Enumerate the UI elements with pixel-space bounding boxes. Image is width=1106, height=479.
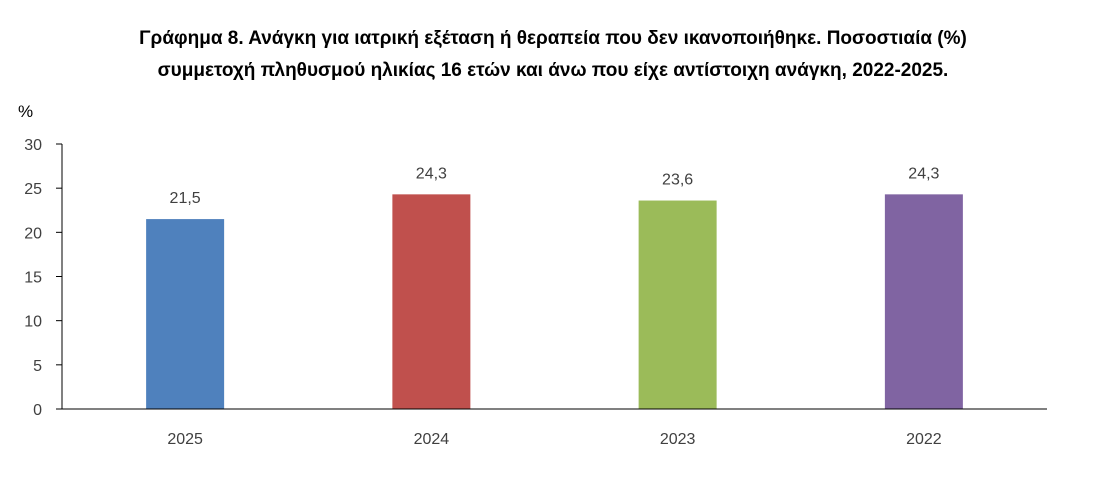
- bar-2025: [146, 219, 225, 409]
- x-tick-label-2025: 2025: [167, 431, 203, 448]
- y-axis: 0 5 10 15 20 25 30: [24, 137, 62, 419]
- bars-group: [146, 194, 963, 409]
- y-tick-label: 5: [33, 358, 42, 375]
- data-labels-group: 21,5 24,3 23,6 24,3: [170, 165, 940, 207]
- data-label-2024: 24,3: [416, 165, 447, 182]
- x-tick-label-2024: 2024: [414, 431, 450, 448]
- y-tick-label: 25: [24, 181, 42, 198]
- y-tick-label: 30: [24, 137, 42, 154]
- y-tick-label: 10: [24, 314, 42, 331]
- y-tick-label: 20: [24, 225, 42, 242]
- chart-title-line-2: συμμετοχή πληθυσμού ηλικίας 16 ετών και …: [158, 60, 949, 81]
- data-label-2022: 24,3: [908, 165, 939, 182]
- x-tick-label-2023: 2023: [660, 431, 696, 448]
- y-tick-label: 0: [33, 402, 42, 419]
- data-label-2023: 23,6: [662, 172, 693, 189]
- x-axis: 2025 2024 2023 2022: [167, 431, 941, 448]
- bar-2024: [392, 194, 471, 409]
- bar-2022: [884, 194, 963, 409]
- y-axis-unit-label: %: [18, 102, 33, 121]
- x-tick-label-2022: 2022: [906, 431, 942, 448]
- y-tick-label: 15: [24, 270, 42, 287]
- data-label-2025: 21,5: [170, 190, 201, 207]
- bar-2023: [638, 200, 717, 409]
- chart-title-line-1: Γράφημα 8. Ανάγκη για ιατρική εξέταση ή …: [139, 28, 967, 49]
